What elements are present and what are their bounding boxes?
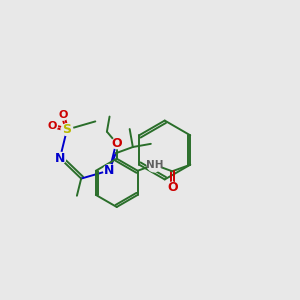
Circle shape — [61, 124, 73, 136]
Text: N: N — [55, 152, 65, 165]
Text: N: N — [104, 164, 115, 177]
Text: O: O — [47, 121, 57, 131]
Text: S: S — [62, 123, 71, 136]
Circle shape — [147, 158, 161, 172]
Text: O: O — [111, 137, 122, 150]
Text: O: O — [58, 110, 68, 120]
Text: NH: NH — [146, 160, 163, 170]
Circle shape — [58, 110, 68, 120]
Circle shape — [103, 164, 115, 176]
Circle shape — [111, 138, 122, 149]
Text: O: O — [167, 181, 178, 194]
Circle shape — [47, 121, 57, 131]
Circle shape — [54, 152, 66, 164]
Circle shape — [167, 182, 178, 193]
